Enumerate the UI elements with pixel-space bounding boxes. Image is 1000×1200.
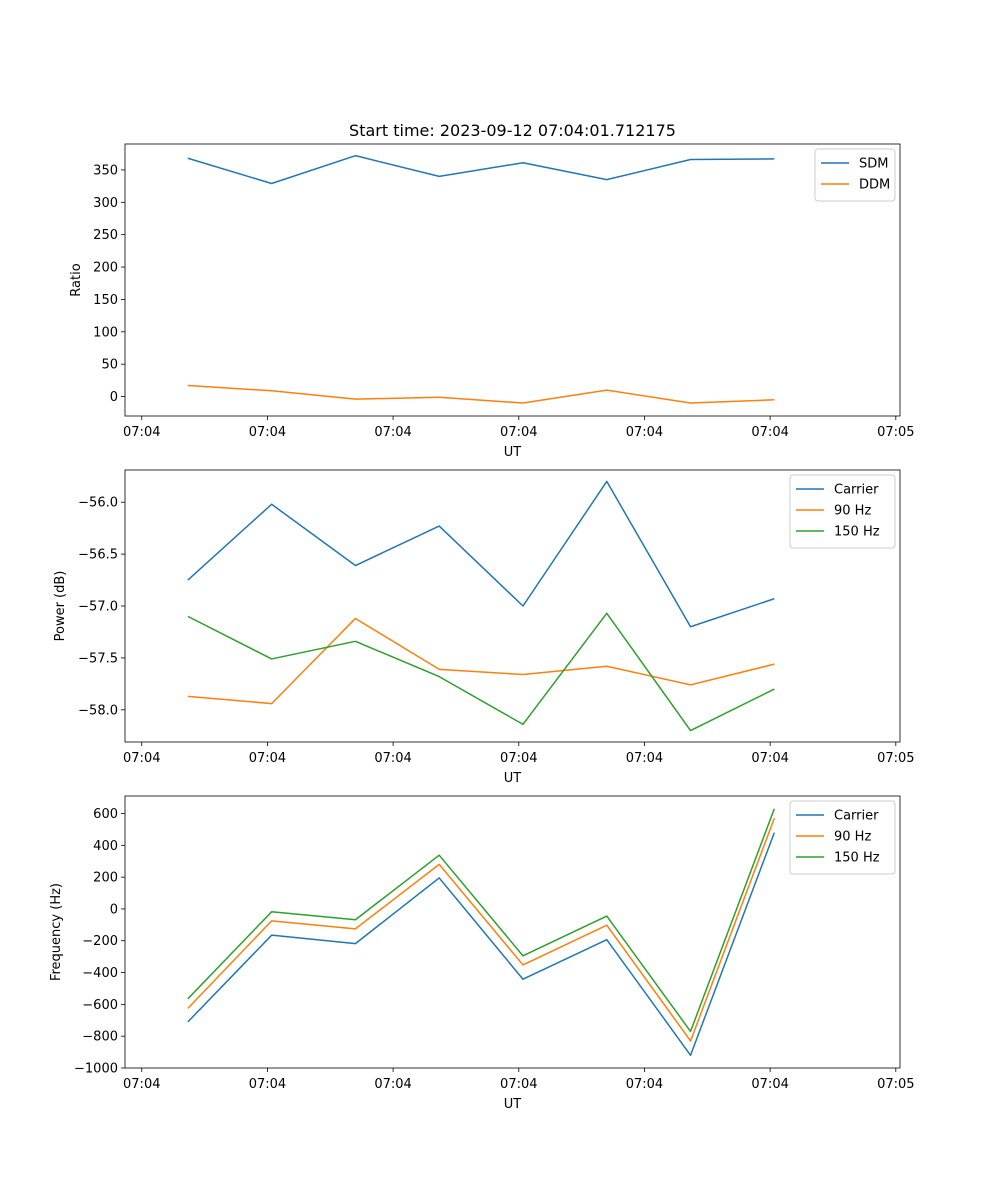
ratio-x-tick-label: 07:04: [249, 425, 286, 440]
frequency-x-tick-label: 07:05: [877, 1077, 914, 1092]
ratio-series-ddm: [187, 384, 775, 404]
ratio-y-tick-label: 100: [93, 325, 118, 340]
ratio-x-tick-label: 07:04: [500, 425, 537, 440]
power-x-tick-label: 07:04: [374, 751, 411, 766]
power-legend: Carrier 90 Hz 150 Hz: [789, 474, 896, 549]
power-legend-box: [789, 474, 896, 549]
power-x-tick-label: 07:04: [123, 751, 160, 766]
power-y-tick-label: −56.5: [78, 548, 118, 563]
ratio-panel: 07:04 07:04 07:04 07:04 07:04 07:04 07:05 0 50 10…: [69, 143, 915, 460]
power-legend-label-90-hz: 90 Hz: [834, 504, 871, 519]
frequency-x-tick-label: 07:04: [500, 1077, 537, 1092]
power-x-tick-label: 07:04: [500, 751, 537, 766]
power-series-150-hz: [187, 612, 775, 732]
power-panel: 07:04 07:04 07:04 07:04 07:04 07:04 07:05 −58.0…: [53, 469, 915, 786]
ratio-x-tick-label: 07:04: [123, 425, 160, 440]
frequency-y-axis-label: Frequency (Hz): [49, 883, 64, 981]
frequency-legend-label-90-hz: 90 Hz: [834, 830, 871, 845]
ratio-y-tick-label: 50: [101, 358, 118, 373]
ratio-legend-label-sdm: SDM: [859, 157, 888, 172]
power-series-carrier: [187, 480, 775, 628]
frequency-x-tick-label: 07:04: [751, 1077, 788, 1092]
frequency-x-tick-label: 07:04: [626, 1077, 663, 1092]
ratio-x-axis-label: UT: [504, 445, 522, 460]
frequency-x-tick-label: 07:04: [249, 1077, 286, 1092]
frequency-legend-box: [789, 800, 896, 875]
frequency-y-tick-label: −800: [82, 1030, 118, 1045]
ratio-legend-box: [814, 148, 896, 202]
ratio-legend: SDM DDM: [814, 148, 896, 202]
ratio-x-tick-label: 07:05: [877, 425, 914, 440]
frequency-series-150-hz: [187, 808, 776, 1033]
ratio-y-tick-label: 250: [93, 228, 118, 243]
frequency-x-tick-label: 07:04: [374, 1077, 411, 1092]
power-x-tick-label: 07:05: [877, 751, 914, 766]
ratio-y-tick-label: 350: [93, 163, 118, 178]
frequency-legend-label-150-hz: 150 Hz: [834, 851, 880, 866]
power-x-tick-label: 07:04: [249, 751, 286, 766]
frequency-y-tick-label: 200: [93, 871, 118, 886]
ratio-series-sdm: [187, 154, 775, 185]
frequency-series-carrier: [187, 832, 776, 1057]
ratio-y-tick-label: 0: [110, 390, 118, 405]
power-x-axis-label: UT: [504, 771, 522, 786]
power-y-tick-label: −58.0: [78, 703, 118, 718]
frequency-y-tick-label: −1000: [74, 1062, 118, 1077]
frequency-y-tick-label: −400: [82, 966, 118, 981]
power-x-tick-label: 07:04: [751, 751, 788, 766]
power-legend-label-150-hz: 150 Hz: [834, 525, 880, 540]
power-x-tick-label: 07:04: [626, 751, 663, 766]
frequency-y-tick-label: −600: [82, 998, 118, 1013]
chart-title: Start time: 2023-09-12 07:04:01.712175: [349, 121, 676, 140]
power-y-tick-label: −57.5: [78, 651, 118, 666]
frequency-legend: Carrier 90 Hz 150 Hz: [789, 800, 896, 875]
power-y-tick-label: −56.0: [78, 496, 118, 511]
ratio-axes-frame: [124, 143, 901, 417]
frequency-y-tick-label: 600: [93, 807, 118, 822]
ratio-x-tick-label: 07:04: [374, 425, 411, 440]
power-y-axis-label: Power (dB): [53, 571, 68, 642]
frequency-panel: 07:04 07:04 07:04 07:04 07:04 07:04 07:05 −1000…: [49, 795, 915, 1112]
frequency-series-90-hz: [187, 818, 776, 1042]
ratio-x-tick-label: 07:04: [751, 425, 788, 440]
ratio-x-tick-label: 07:04: [626, 425, 663, 440]
power-series-90-hz: [187, 617, 775, 705]
frequency-x-tick-label: 07:04: [123, 1077, 160, 1092]
frequency-x-axis-label: UT: [504, 1097, 522, 1112]
frequency-axes-frame: [124, 795, 901, 1069]
ratio-y-tick-label: 200: [93, 261, 118, 276]
frequency-y-tick-label: −200: [82, 934, 118, 949]
power-y-tick-label: −57.0: [78, 600, 118, 615]
ratio-legend-label-ddm: DDM: [859, 178, 890, 193]
frequency-y-tick-label: 400: [93, 839, 118, 854]
ratio-y-tick-label: 150: [93, 293, 118, 308]
frequency-legend-label-carrier: Carrier: [834, 809, 879, 824]
frequency-y-tick-label: 0: [110, 902, 118, 917]
ratio-y-axis-label: Ratio: [69, 263, 84, 296]
power-legend-label-carrier: Carrier: [834, 483, 879, 498]
ratio-y-tick-label: 300: [93, 196, 118, 211]
